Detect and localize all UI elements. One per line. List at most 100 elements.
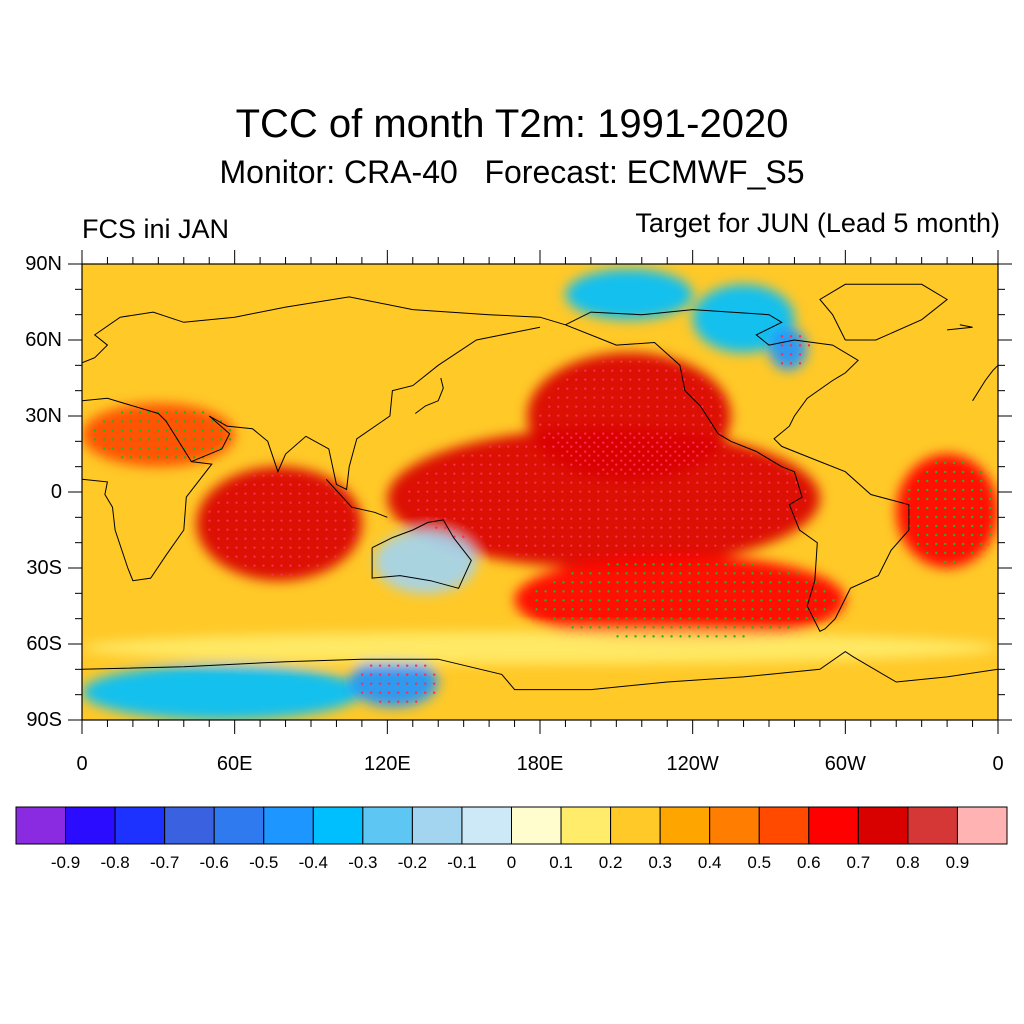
significance-dot: [369, 673, 373, 676]
significance-dot: [647, 468, 650, 471]
significance-dot: [435, 499, 438, 502]
significance-dot: [742, 572, 745, 575]
significance-dot: [432, 691, 436, 694]
significance-dot: [405, 700, 409, 703]
significance-dot: [543, 499, 546, 502]
colorbar-label: 0: [506, 853, 517, 872]
significance-dot: [679, 608, 682, 611]
significance-dot: [696, 508, 699, 511]
significance-dot: [777, 526, 780, 529]
significance-dot: [789, 335, 793, 338]
significance-dot: [705, 544, 708, 547]
significance-dot: [334, 546, 337, 549]
significance-dot: [724, 590, 727, 593]
significance-dot: [343, 528, 346, 531]
significance-dot: [759, 517, 762, 520]
significance-dot: [489, 463, 492, 466]
significance-dot: [570, 445, 573, 448]
significance-dot: [633, 481, 636, 484]
significance-dot: [926, 497, 929, 501]
significance-dot: [665, 405, 668, 408]
significance-dot: [280, 573, 283, 576]
significance-dot: [462, 454, 465, 457]
significance-dot: [598, 626, 601, 629]
significance-dot: [683, 441, 686, 444]
significance-dot: [602, 378, 605, 381]
significance-dot: [917, 542, 920, 546]
significance-dot: [471, 472, 474, 475]
significance-dot: [944, 524, 947, 528]
significance-dot: [325, 555, 328, 558]
significance-dot: [405, 682, 409, 685]
significance-dot: [674, 450, 677, 453]
significance-dot: [971, 506, 974, 510]
significance-dot: [360, 673, 364, 676]
significance-dot: [980, 533, 983, 537]
significance-dot: [289, 564, 292, 567]
significance-dot: [120, 456, 124, 459]
significance-dot: [741, 454, 744, 457]
significance-dot: [683, 396, 686, 399]
significance-dot: [953, 560, 956, 564]
significance-dot: [625, 581, 628, 584]
significance-dot: [534, 544, 537, 547]
significance-dot: [611, 450, 614, 453]
significance-dot: [706, 563, 709, 566]
significance-dot: [807, 344, 811, 347]
significance-dot: [417, 490, 420, 493]
significance-dot: [396, 673, 400, 676]
significance-dot: [768, 508, 771, 511]
significance-dot: [750, 490, 753, 493]
region-east-antarctica: [82, 664, 362, 720]
significance-dot: [696, 526, 699, 529]
significance-dot: [962, 515, 965, 519]
significance-dot: [280, 501, 283, 504]
significance-dot: [656, 423, 659, 426]
significance-dot: [669, 526, 672, 529]
significance-dot: [980, 524, 983, 528]
significance-dot: [271, 564, 274, 567]
significance-dot: [217, 519, 220, 522]
significance-dot: [723, 454, 726, 457]
significance-dot: [298, 564, 301, 567]
significance-dot: [570, 508, 573, 511]
significance-dot: [638, 450, 641, 453]
significance-dot: [651, 454, 654, 457]
significance-dot: [334, 510, 337, 513]
significance-dot: [760, 626, 763, 629]
significance-dot: [805, 608, 808, 611]
significance-dot: [544, 590, 547, 593]
significance-dot: [625, 590, 628, 593]
significance-dot: [516, 481, 519, 484]
significance-dot: [598, 590, 601, 593]
significance-dot: [543, 472, 546, 475]
significance-dot: [462, 490, 465, 493]
significance-dot: [570, 472, 573, 475]
significance-dot: [471, 517, 474, 520]
significance-dot: [156, 420, 160, 423]
colorbar-swatch: [610, 806, 661, 845]
significance-dot: [579, 526, 582, 529]
significance-dot: [584, 405, 587, 408]
significance-dot: [548, 414, 551, 417]
significance-dot: [971, 488, 974, 492]
significance-dot: [426, 481, 429, 484]
significance-dot: [935, 479, 938, 483]
significance-dot: [732, 454, 735, 457]
significance-dot: [750, 499, 753, 502]
significance-dot: [679, 635, 682, 638]
significance-dot: [579, 553, 582, 556]
significance-dot: [616, 563, 619, 566]
significance-dot: [548, 432, 551, 435]
significance-dot: [534, 490, 537, 493]
significance-dot: [705, 535, 708, 538]
significance-dot: [751, 563, 754, 566]
significance-dot: [271, 519, 274, 522]
significance-dot: [525, 526, 528, 529]
significance-dot: [570, 517, 573, 520]
significance-dot: [786, 499, 789, 502]
significance-dot: [129, 420, 133, 423]
significance-dot: [598, 581, 601, 584]
significance-dot: [625, 599, 628, 602]
significance-dot: [498, 508, 501, 511]
